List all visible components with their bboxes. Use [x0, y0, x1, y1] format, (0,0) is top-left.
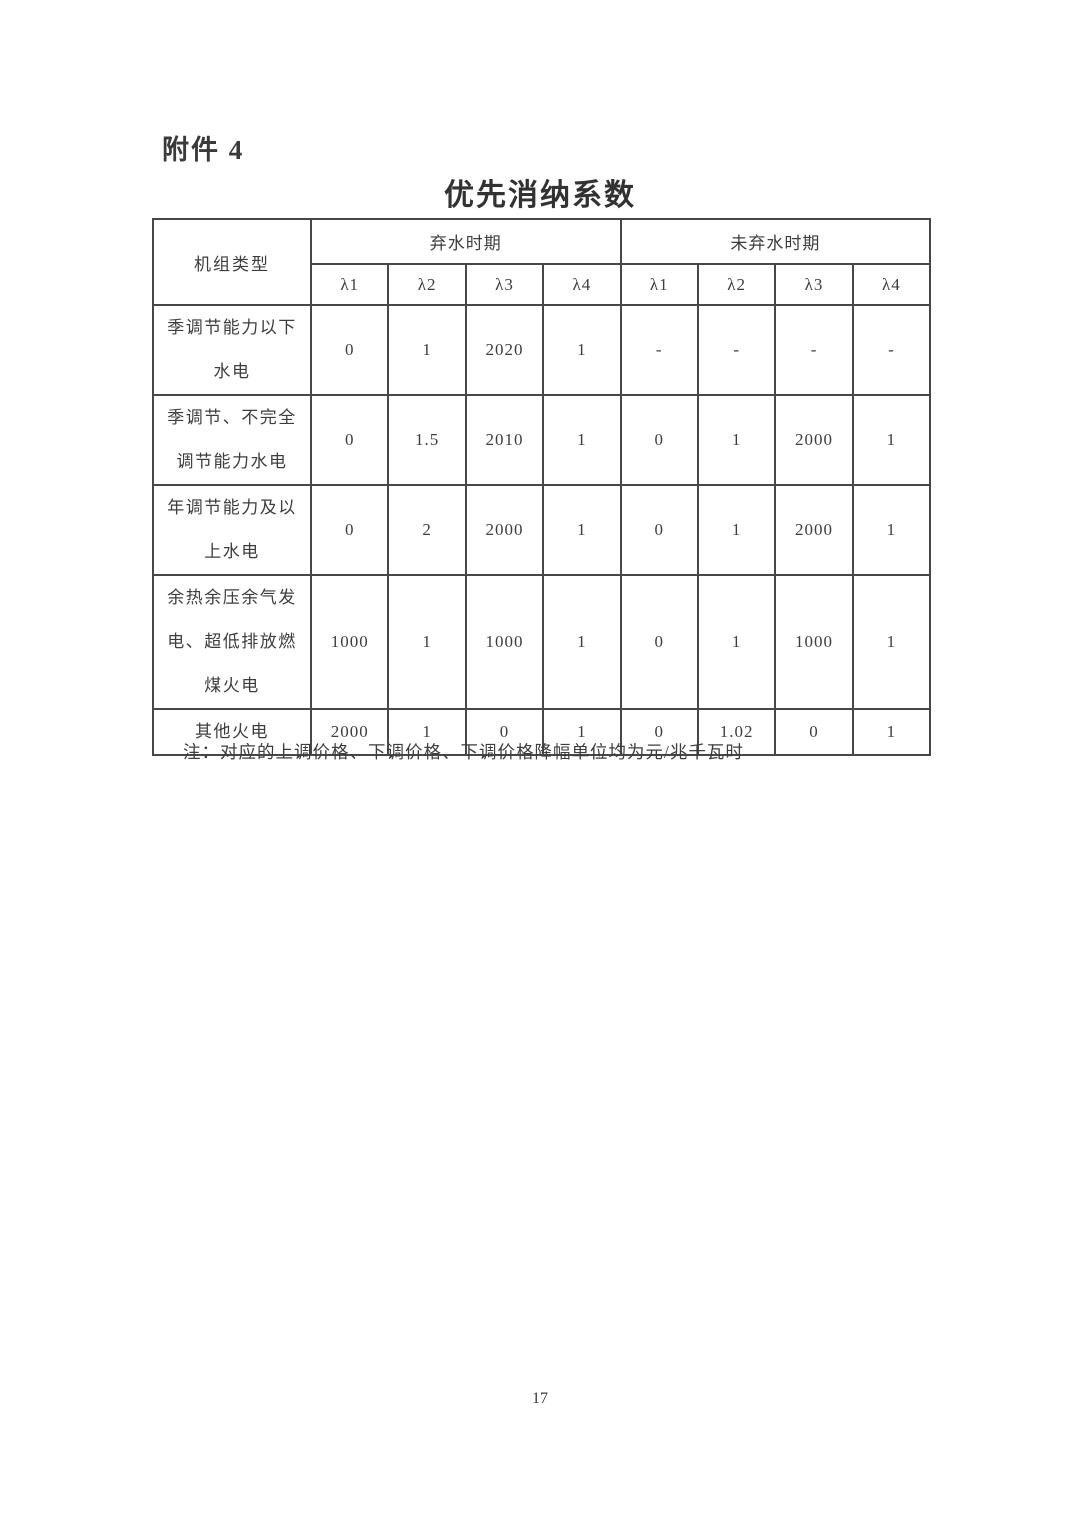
coefficient-value-cell: - [619, 304, 699, 396]
lambda-header-cell: λ4 [542, 263, 622, 306]
coefficient-value-cell: - [696, 304, 777, 396]
coefficient-value-cell: 0 [309, 304, 390, 396]
attachment-label: 附件 4 [162, 135, 245, 165]
coefficient-value-cell: 0 [619, 708, 699, 756]
unit-type-cell: 年调节能力及以 上水电 [152, 484, 312, 576]
table-body: 季调节能力以下 水电 0 1 2020 1- - - - 季调节、不完全 调节能力水电 0 1.5 2… [152, 304, 932, 756]
coefficient-value-cell: - [774, 304, 854, 396]
coefficient-value-cell: 1 [542, 394, 622, 486]
table-footnote: 注：对应的上调价格、下调价格、下调价格降幅单位均为元/兆千瓦时 [183, 742, 744, 762]
coefficient-value-cell: 2000 [774, 394, 854, 486]
coefficient-value-cell: - [851, 304, 932, 396]
coefficient-value-cell: 1 [387, 304, 467, 396]
coefficient-value-cell: 1 [851, 394, 932, 486]
table-row: 年调节能力及以 上水电 0 2 2000 1 0 1 2000 1 [152, 484, 932, 576]
coefficient-value-cell: 0 [619, 484, 699, 576]
coefficient-value-cell: 1.02 [696, 708, 777, 756]
coefficient-value-cell: 1 [387, 708, 467, 756]
coefficient-value-cell: 2000 [464, 484, 545, 576]
lambda-header-cell: λ3 [464, 263, 545, 306]
coefficient-value-cell: 1 [696, 394, 777, 486]
coefficient-value-cell: 1000 [774, 574, 854, 710]
coefficient-value-cell: 2 [387, 484, 467, 576]
coefficient-value-cell: 0 [619, 574, 699, 710]
group-header-non-abandonment-period: 未弃水时期 [619, 218, 932, 265]
coefficient-value-cell: 1 [542, 574, 622, 710]
coefficient-value-cell: 1000 [464, 574, 545, 710]
coefficient-value-cell: 1 [696, 484, 777, 576]
coefficient-value-cell: 1000 [309, 574, 390, 710]
table-group-header-row: 机组类型 弃水时期 未弃水时期 [152, 218, 932, 306]
coefficient-value-cell: 1 [542, 484, 622, 576]
lambda-header-cell: λ2 [696, 263, 777, 306]
unit-type-header: 机组类型 [152, 218, 312, 306]
table-row: 季调节能力以下 水电 0 1 2020 1- - - - [152, 304, 932, 396]
coefficient-value-cell: 0 [464, 708, 545, 756]
group-header-abandonment-period: 弃水时期 [310, 218, 622, 265]
table-row: 余热余压余气发 电、超低排放燃 煤火电 1000 1 1000 1 0 1 1000 1 [152, 574, 932, 710]
unit-type-cell: 余热余压余气发 电、超低排放燃 煤火电 [152, 574, 312, 710]
coefficient-value-cell: 2000 [309, 708, 390, 756]
lambda-header-cell: λ3 [774, 263, 854, 306]
coefficient-value-cell: 0 [309, 394, 390, 486]
coefficient-value-cell: 2010 [464, 394, 545, 486]
coefficient-value-cell: 1 [542, 708, 622, 756]
unit-type-cell: 季调节能力以下 水电 [152, 304, 312, 396]
coefficient-value-cell: 1 [696, 574, 777, 710]
coefficient-value-cell: 1.5 [387, 394, 467, 486]
lambda-header-cell: λ2 [387, 263, 467, 306]
coefficient-value-cell: 0 [309, 484, 390, 576]
table-row: 其他火电 2000 1 0 1 0 1.02 0 1 [152, 708, 932, 756]
unit-type-cell: 季调节、不完全 调节能力水电 [152, 394, 312, 486]
lambda-header-cell: λ1 [619, 263, 699, 306]
coefficient-value-cell: 2000 [774, 484, 854, 576]
coefficient-value-cell: 1 [387, 574, 467, 710]
coefficient-value-cell: 2020 [464, 304, 545, 396]
coefficient-value-cell: 1 [851, 484, 932, 576]
coefficient-value-cell: 1 [851, 708, 932, 756]
coefficient-value-cell: 1 [542, 304, 622, 396]
coefficient-value-cell: 0 [774, 708, 854, 756]
coefficient-value-cell: 1 [851, 574, 932, 710]
page-number: 17 [532, 1390, 548, 1407]
lambda-header-cell: λ4 [851, 263, 932, 306]
coefficient-value-cell: 0 [619, 394, 699, 486]
table-lambda-header-row: λ1 λ2 λ3 λ4 λ1 λ2 λ3 λ4 [153, 263, 932, 306]
priority-coefficient-table: 机组类型 弃水时期 未弃水时期 λ1 λ2 λ3 λ4 λ1 λ2 λ3 λ4 季调节能力以下… [152, 218, 932, 756]
unit-type-cell: 其他火电 [152, 708, 312, 756]
table-row: 季调节、不完全 调节能力水电 0 1.5 2010 1 0 1 2000 1 [152, 394, 932, 486]
lambda-header-cell: λ1 [309, 263, 390, 306]
document-title: 优先消纳系数 [444, 179, 636, 212]
